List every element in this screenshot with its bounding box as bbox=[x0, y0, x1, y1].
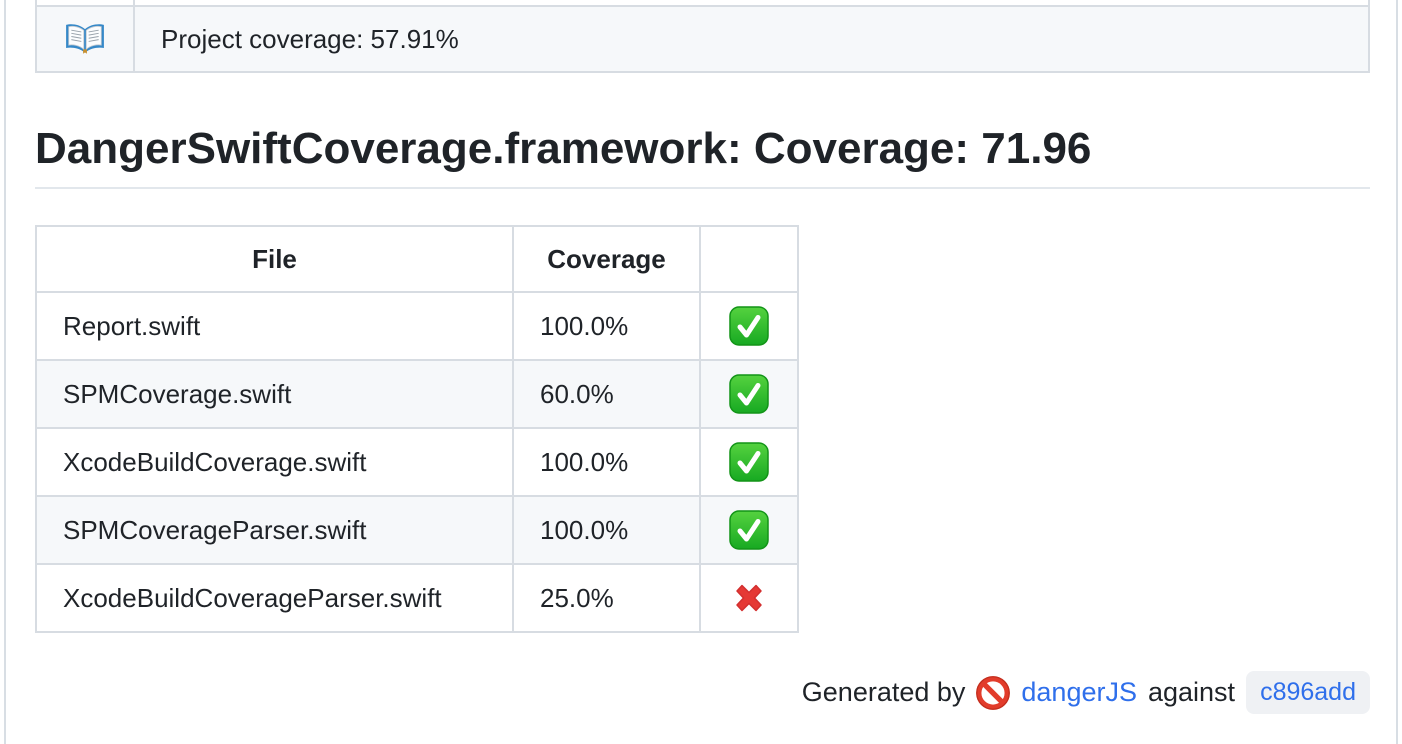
file-name-cell: XcodeBuildCoverage.swift bbox=[35, 427, 514, 497]
file-name-cell: Report.swift bbox=[35, 291, 514, 361]
table-row: SPMCoverage.swift 60.0% bbox=[35, 359, 799, 429]
table-row: Report.swift 100.0% bbox=[35, 291, 799, 361]
file-name-cell: SPMCoverageParser.swift bbox=[35, 495, 514, 565]
check-mark-icon bbox=[729, 510, 769, 550]
check-mark-icon bbox=[729, 306, 769, 346]
file-coverage-table: File Coverage Report.swift 100.0% SPMCov… bbox=[35, 225, 799, 633]
coverage-table-body: Report.swift 100.0% SPMCoverage.swift 60… bbox=[35, 291, 799, 633]
status-column-header bbox=[699, 225, 799, 293]
commit-link[interactable]: c896add bbox=[1246, 671, 1370, 714]
file-name-cell: SPMCoverage.swift bbox=[35, 359, 514, 429]
coverage-value-cell: 60.0% bbox=[512, 359, 701, 429]
against-text: against bbox=[1147, 677, 1236, 707]
framework-coverage-heading: DangerSwiftCoverage.framework: Coverage:… bbox=[35, 125, 1370, 189]
coverage-value-cell: 25.0% bbox=[512, 563, 701, 633]
status-cell bbox=[699, 495, 799, 565]
check-mark-icon bbox=[729, 442, 769, 482]
coverage-value-cell: 100.0% bbox=[512, 291, 701, 361]
status-cell bbox=[699, 427, 799, 497]
project-coverage-row: Project coverage: 57.91% bbox=[35, 5, 1370, 73]
table-row: SPMCoverageParser.swift 100.0% bbox=[35, 495, 799, 565]
table-header-row: File Coverage bbox=[35, 225, 799, 293]
coverage-value-cell: 100.0% bbox=[512, 495, 701, 565]
check-mark-icon bbox=[729, 374, 769, 414]
status-cell bbox=[699, 291, 799, 361]
cross-mark-icon bbox=[736, 584, 762, 612]
status-cell bbox=[699, 563, 799, 633]
cut-off-row bbox=[35, 0, 1370, 7]
dangerjs-link[interactable]: dangerJS bbox=[1021, 677, 1137, 707]
comment-box: Project coverage: 57.91% DangerSwiftCove… bbox=[4, 0, 1398, 744]
file-name-cell: XcodeBuildCoverageParser.swift bbox=[35, 563, 514, 633]
coverage-column-header: Coverage bbox=[512, 225, 701, 293]
table-row: XcodeBuildCoverageParser.swift 25.0% bbox=[35, 563, 799, 633]
generated-by-footer: Generated by dangerJS against c896add bbox=[35, 671, 1370, 714]
table-row: XcodeBuildCoverage.swift 100.0% bbox=[35, 427, 799, 497]
coverage-value-cell: 100.0% bbox=[512, 427, 701, 497]
project-coverage-table: Project coverage: 57.91% bbox=[35, 0, 1370, 73]
no-entry-icon bbox=[976, 675, 1011, 710]
project-coverage-text: Project coverage: 57.91% bbox=[133, 5, 1370, 73]
open-book-icon bbox=[66, 23, 104, 54]
status-cell bbox=[699, 359, 799, 429]
generated-by-text: Generated by bbox=[801, 677, 966, 707]
file-column-header: File bbox=[35, 225, 514, 293]
